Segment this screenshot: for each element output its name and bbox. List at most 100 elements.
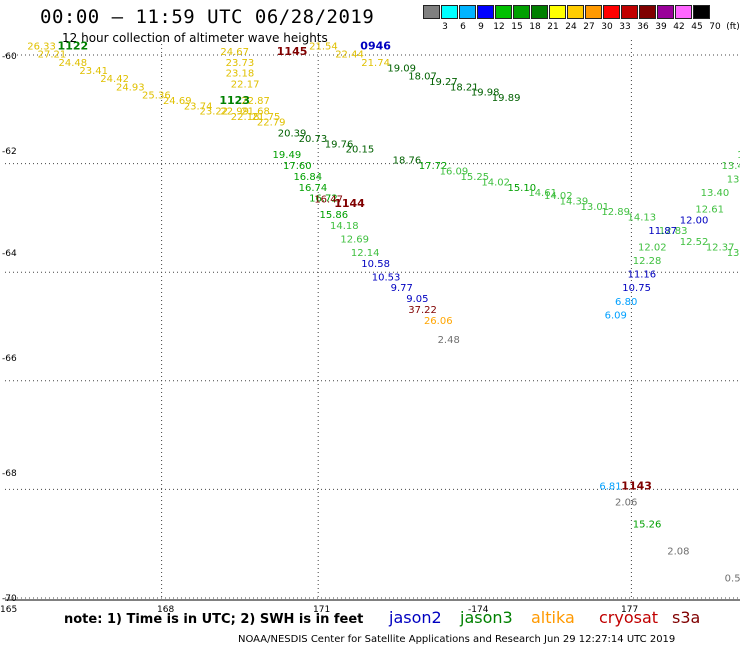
swh-value-label: 2.06	[615, 498, 637, 509]
swh-value-label: 18.76	[393, 156, 422, 167]
swh-value-label: 21.74	[361, 58, 390, 69]
swh-value-label: 0.59	[725, 574, 740, 585]
swh-value-label: 24.67	[220, 47, 249, 58]
swh-value-label: 24.42	[100, 74, 129, 85]
map-subtitle: 12 hour collection of altimeter wave hei…	[62, 31, 328, 45]
color-scale-tick: (ft)	[726, 22, 740, 32]
mission-label-jason3: jason3	[460, 608, 513, 627]
swh-value-label: 16.74	[299, 183, 328, 194]
swh-value-label: 27.21	[38, 50, 67, 61]
swh-value-label: 14.39	[560, 196, 589, 207]
swh-value-label: 12.28	[633, 256, 662, 267]
swh-value-label: 10.58	[361, 259, 390, 270]
swh-value-label: 12.61	[695, 204, 724, 215]
legend-note: note: 1) Time is in UTC; 2) SWH is in fe…	[64, 612, 364, 627]
color-scale-tick: 6	[460, 22, 466, 32]
swh-value-label: 6.09	[605, 310, 627, 321]
swh-value-label: 12.69	[340, 234, 369, 245]
swh-value-label: 16.84	[293, 172, 322, 183]
swh-value-label: 15.86	[320, 210, 349, 221]
swh-value-label: 14.18	[330, 221, 359, 232]
swh-value-label: 14.61	[528, 188, 557, 199]
color-swatch	[441, 5, 458, 19]
swh-value-label: 17.72	[419, 161, 448, 172]
swh-value-label: 24.69	[163, 96, 192, 107]
color-scale-tick: 33	[619, 22, 631, 32]
swh-value-label: 21.75	[252, 112, 281, 123]
swh-value-label: 22.87	[241, 96, 270, 107]
footer-credit: NOAA/NESDIS Center for Satellite Applica…	[238, 634, 676, 645]
swh-value-label: 9.77	[391, 283, 413, 294]
mission-label-s3a: s3a	[672, 608, 701, 627]
swh-value-label: 37.22	[408, 305, 437, 316]
swh-value-label: 26.33	[27, 42, 56, 53]
swh-value-label: 22.17	[231, 80, 260, 91]
color-scale-tick: 21	[547, 22, 559, 32]
swh-value-label: 16.47	[314, 195, 343, 206]
latitude-label: -62	[2, 147, 17, 157]
swh-value-label: 11.87	[648, 226, 677, 237]
swh-points: 26.3327.2124.4823.4124.4224.9325.3624.69…	[27, 42, 740, 585]
swh-value-label: 13.98	[727, 248, 740, 259]
swh-value-label: 22.79	[257, 118, 286, 129]
swh-value-label: 14.02	[481, 177, 510, 188]
swh-value-label: 26.06	[424, 316, 453, 327]
latitude-label: -60	[2, 52, 17, 62]
swh-value-label: 23.41	[79, 66, 108, 77]
longitude-label: 168	[157, 605, 174, 615]
swh-value-label: 19.49	[273, 150, 302, 161]
mission-label-altika: altika	[531, 608, 575, 627]
color-scale-tick: 45	[691, 22, 703, 32]
swh-value-label: 20.39	[278, 128, 307, 139]
color-scale-tick: 39	[655, 22, 667, 32]
longitude-label: 165	[0, 605, 17, 615]
color-swatch	[585, 5, 602, 19]
swh-value-label: 15.25	[460, 172, 489, 183]
swh-value-label: 21.54	[309, 42, 338, 53]
swh-value-label: 15.10	[507, 183, 536, 194]
swh-value-label: 13.03	[727, 175, 740, 186]
color-scale-tick: 70	[709, 22, 721, 32]
color-scale-tick: 27	[583, 22, 595, 32]
swh-value-label: 12.02	[638, 242, 667, 253]
swh-value-label: 22.18	[231, 112, 260, 123]
swh-value-label: 6.80	[615, 297, 637, 308]
swh-value-label: 12.37	[706, 242, 735, 253]
swh-value-label: 19.27	[429, 77, 458, 88]
longitude-label: 177	[621, 605, 638, 615]
color-swatch	[657, 5, 674, 19]
color-swatch	[477, 5, 494, 19]
swh-value-label: 21.68	[241, 107, 270, 118]
color-scale-tick: 12	[493, 22, 505, 32]
swh-value-label: 12.14	[351, 248, 380, 259]
mission-label-cryosat: cryosat	[599, 608, 659, 627]
latitude-label: -68	[2, 469, 17, 479]
swh-value-label: 19.76	[325, 139, 354, 150]
pass-time-label: 0946	[360, 40, 391, 53]
latitude-label: -70	[2, 594, 17, 604]
swh-value-label: 2.08	[667, 547, 689, 558]
swh-value-label: 19.09	[387, 63, 416, 74]
color-scale-tick: 15	[511, 22, 523, 32]
swh-value-label: 22.99	[220, 107, 249, 118]
color-swatch	[423, 5, 440, 19]
swh-value-label: 25.36	[142, 90, 171, 101]
color-swatch	[567, 5, 584, 19]
swh-value-label: 15.26	[633, 519, 662, 530]
pass-time-label: 1144	[334, 197, 365, 210]
color-scale-tick: 30	[601, 22, 613, 32]
color-swatch	[675, 5, 692, 19]
color-swatch	[513, 5, 530, 19]
color-swatch	[639, 5, 656, 19]
color-swatch	[549, 5, 566, 19]
swh-value-label: 14.13	[628, 213, 657, 224]
swh-value-label: 22.44	[335, 50, 364, 61]
swh-value-label: 18.21	[450, 82, 479, 93]
swh-value-label: 18.07	[408, 71, 437, 82]
color-swatch	[693, 5, 710, 19]
swh-value-label: 23.73	[226, 58, 255, 69]
swh-value-label: 16.72	[309, 194, 338, 205]
swh-value-label: 23.74	[184, 101, 213, 112]
swh-value-label: 19.98	[471, 88, 500, 99]
swh-value-label: 12.00	[680, 215, 709, 226]
